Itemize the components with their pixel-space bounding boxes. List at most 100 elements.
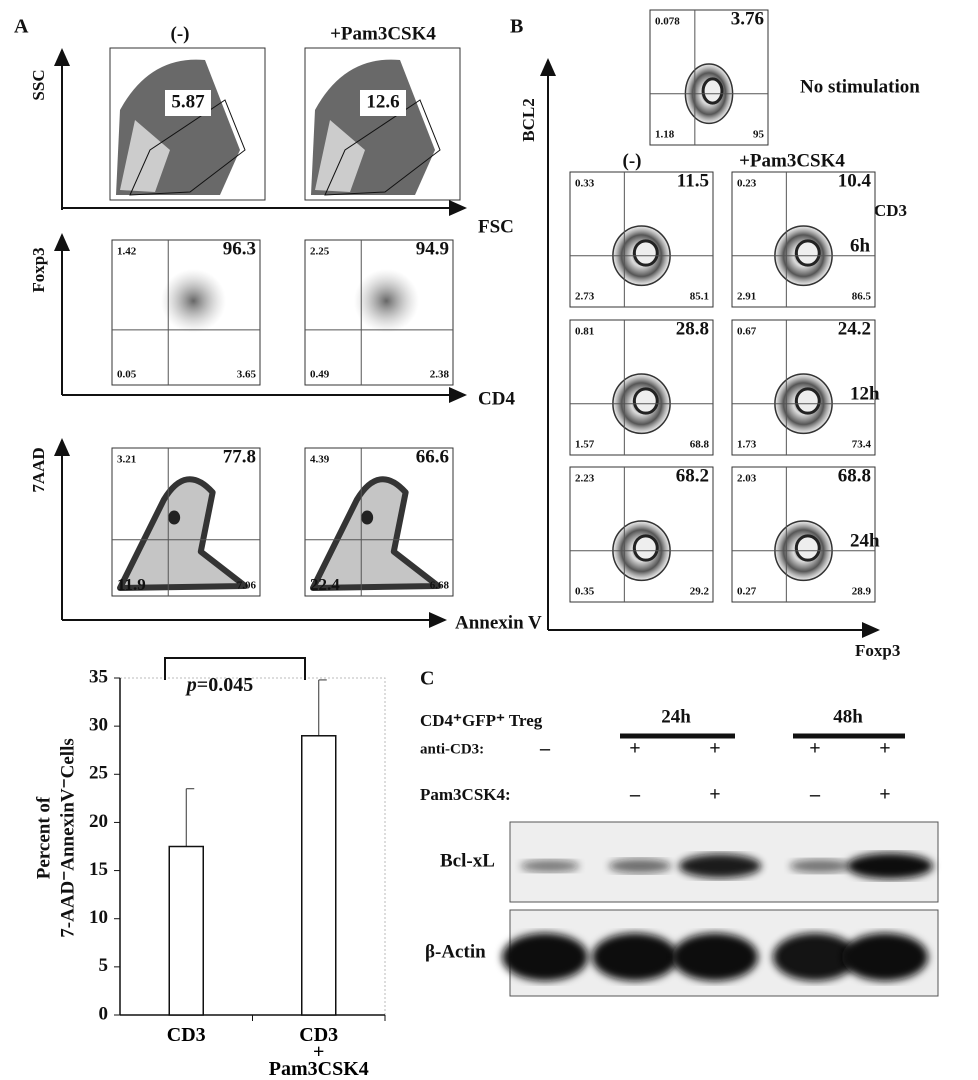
quadrant-value: 3.65	[237, 369, 257, 381]
axis-title: Foxp3	[29, 247, 48, 292]
quadrant-value: 0.67	[737, 326, 757, 338]
annotation-var: p	[185, 674, 197, 696]
lane-sign: +	[709, 738, 720, 760]
quadrant-value: 7.06	[237, 580, 257, 592]
cell-cloud-inner	[315, 120, 365, 192]
panel-label: A	[14, 16, 29, 38]
time-label: 48h	[833, 706, 863, 727]
blot-band	[502, 933, 588, 981]
quadrant-value: 24.2	[838, 318, 871, 339]
cell-cloud-core	[168, 510, 181, 525]
cell-cloud	[117, 476, 249, 591]
blot-band	[842, 933, 928, 981]
quadrant-value: 0.81	[575, 326, 594, 338]
axis-title: BCL2	[519, 98, 538, 141]
quadrant-value: 85.1	[690, 291, 709, 303]
cell-cloud-core	[794, 534, 821, 562]
x-tick-label: CD3 + Pam3CSK4	[268, 1024, 369, 1080]
axis-title: Foxp3	[855, 641, 900, 660]
sample-label: CD4⁺GFP⁺ Treg	[420, 711, 543, 730]
blot-label: β-Actin	[425, 941, 486, 962]
axis-title: FSC	[478, 216, 514, 237]
y-tick-label: 35	[89, 666, 108, 687]
blot-band	[592, 933, 678, 981]
quadrant-value: 1.73	[737, 439, 757, 451]
cell-cloud-core	[632, 387, 659, 415]
figure: A (-) +Pam3CSK4 5.87 12.6 SSC FSC 1.42 96.3 0.05 3…	[14, 8, 939, 1079]
cell-cloud-core	[701, 77, 724, 105]
axis-title: Percent of	[33, 796, 54, 879]
gate-box	[360, 90, 406, 116]
quadrant-value: 2.91	[737, 291, 756, 303]
bar	[168, 845, 204, 1016]
row-label: Pam3CSK4:	[420, 785, 511, 804]
bar	[301, 735, 337, 1016]
gate	[129, 99, 246, 196]
blot-band	[847, 853, 933, 879]
blot-band	[772, 933, 858, 981]
quadrant-value: 1.57	[575, 439, 595, 451]
axis-title: 7AAD	[29, 447, 48, 492]
quadrant-value: 0.23	[737, 178, 757, 190]
column-header: +Pam3CSK4	[330, 23, 436, 44]
quadrant-value: 28.8	[676, 318, 709, 339]
quadrant-value: 2.73	[575, 291, 595, 303]
quadrant-value: 0.078	[655, 16, 680, 28]
time-label: 24h	[850, 530, 880, 551]
column-header: (-)	[171, 23, 190, 44]
blot-label: Bcl-xL	[440, 850, 495, 871]
quadrant-value: 29.2	[690, 586, 710, 598]
lane-sign: +	[809, 738, 820, 760]
cell-cloud-inner	[120, 120, 170, 192]
lane-sign: +	[879, 784, 890, 806]
quadrant-value: 3.76	[731, 8, 764, 29]
quadrant-value: 11.5	[677, 170, 709, 191]
panel-label: C	[420, 668, 434, 690]
quadrant-value: 96.3	[223, 238, 256, 259]
blot-band	[672, 933, 758, 981]
y-tick-label: 25	[89, 763, 108, 784]
blot-band	[608, 858, 672, 874]
quadrant-value: 11.9	[117, 575, 146, 594]
quadrant-value: 1.18	[655, 129, 675, 141]
y-tick-label: 5	[99, 955, 109, 976]
quadrant-value: 28.9	[852, 586, 872, 598]
lane-sign: +	[879, 738, 890, 760]
axis-title: CD4	[478, 388, 515, 409]
cell-cloud-core	[632, 239, 659, 267]
time-label: 6h	[850, 235, 871, 256]
quadrant-value: 77.8	[223, 446, 256, 467]
axis-title: Annexin V	[455, 612, 542, 633]
quadrant-value: 22.4	[310, 575, 340, 594]
gate-box	[165, 90, 211, 116]
quadrant-value: 4.39	[310, 454, 330, 466]
quadrant-value: 0.33	[575, 178, 595, 190]
quadrant-value: 73.4	[852, 439, 872, 451]
quadrant-value: 6.68	[430, 580, 450, 592]
row-label: anti-CD3:	[420, 741, 484, 757]
cell-cloud-core	[361, 510, 374, 525]
cell-cloud	[160, 269, 226, 333]
quadrant-value: 2.25	[310, 246, 330, 258]
cell-cloud-core	[794, 239, 821, 267]
lane-sign: –	[629, 784, 641, 806]
y-tick-label: 0	[99, 1003, 109, 1024]
quadrant-value: 68.2	[676, 465, 709, 486]
column-header: +Pam3CSK4	[739, 150, 845, 171]
cell-cloud-core	[794, 387, 821, 415]
quadrant-value: 2.38	[430, 369, 450, 381]
annotation-value: =0.045	[197, 674, 253, 696]
cell-cloud	[353, 269, 419, 333]
cell-cloud	[310, 476, 442, 591]
blot-band	[520, 859, 580, 873]
condition-label: No stimulation	[800, 76, 920, 97]
quadrant-value: 3.21	[117, 454, 136, 466]
quadrant-value: 66.6	[416, 446, 449, 467]
quadrant-value: 10.4	[838, 170, 872, 191]
quadrant-value: 94.9	[416, 238, 449, 259]
gate-value: 12.6	[366, 91, 399, 112]
significance-bracket	[164, 657, 306, 680]
quadrant-value: 68.8	[838, 465, 871, 486]
quadrant-value: 95	[753, 129, 765, 141]
quadrant-value: 68.8	[690, 439, 710, 451]
